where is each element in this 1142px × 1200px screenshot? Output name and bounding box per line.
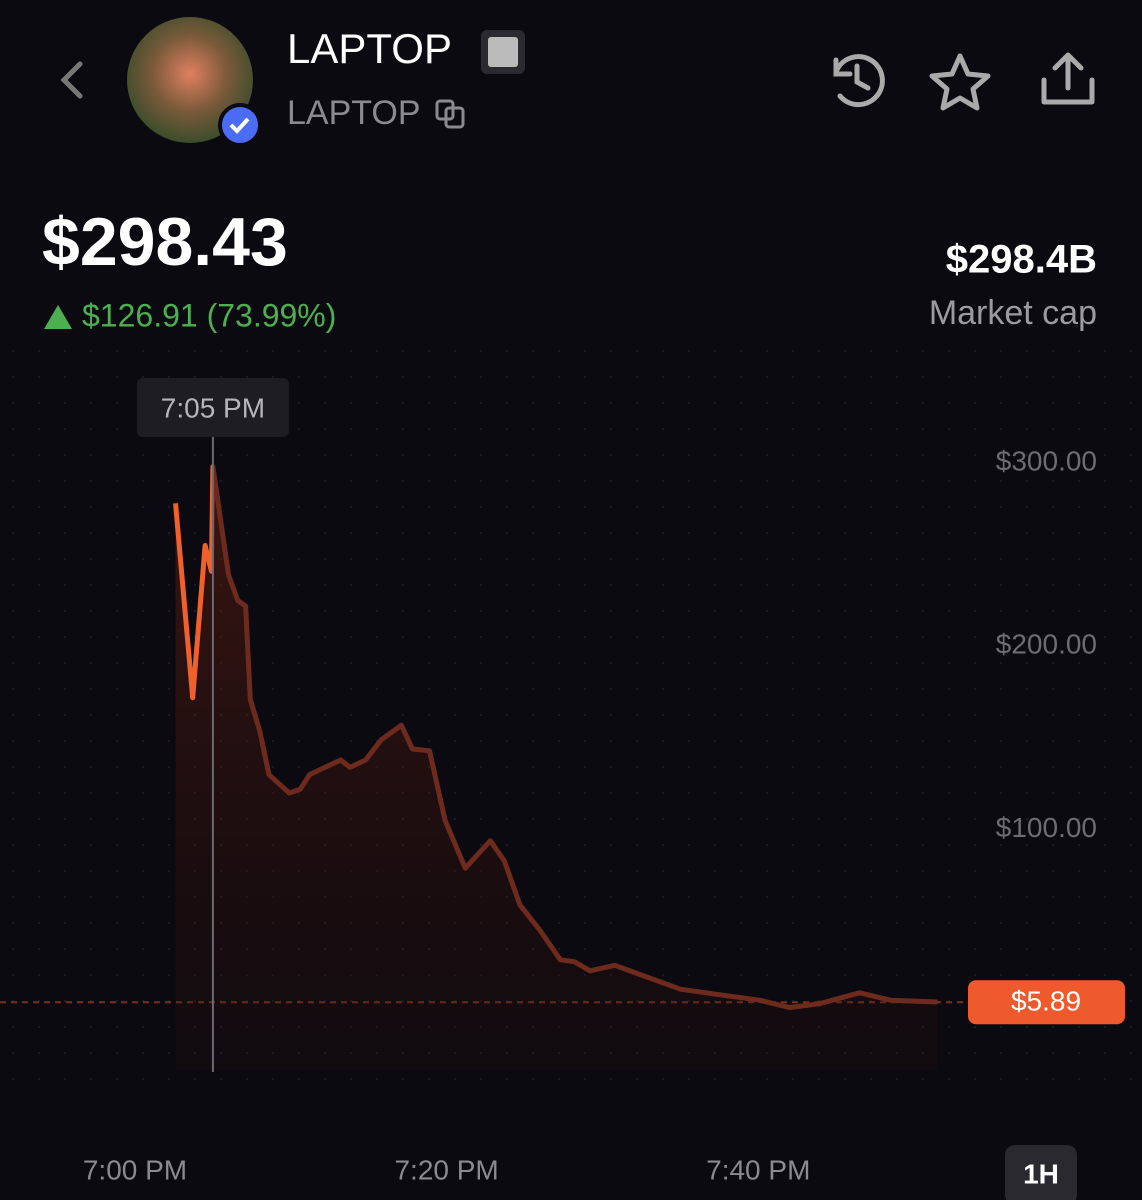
copy-button[interactable] — [435, 99, 465, 129]
cursor-label: 7:05 PM — [161, 392, 265, 423]
market-cap-label: Market cap — [929, 294, 1097, 332]
y-tick-label: $300.00 — [996, 445, 1097, 476]
last-price-label: $5.89 — [1011, 986, 1081, 1017]
back-button[interactable] — [60, 61, 83, 99]
timeframe-label[interactable]: 1H — [1023, 1158, 1059, 1189]
token-name: LAPTOP — [287, 25, 452, 72]
history-button[interactable] — [833, 54, 885, 108]
x-tick-label: 7:40 PM — [706, 1154, 810, 1185]
last-price-badge — [968, 980, 1125, 1025]
avatar — [127, 17, 253, 143]
x-tick-label: 7:00 PM — [83, 1154, 187, 1185]
verified-badge — [218, 103, 262, 147]
price-area — [175, 466, 938, 1070]
y-tick-label: $200.00 — [996, 629, 1097, 660]
price-change: $126.91 (73.99%) — [82, 297, 336, 333]
timeframe-button[interactable] — [1005, 1145, 1077, 1200]
price-line — [173, 464, 938, 1010]
x-tick-label: 7:20 PM — [394, 1154, 498, 1185]
y-tick-label: $100.00 — [996, 812, 1097, 843]
cursor-tooltip — [136, 378, 289, 437]
market-cap: $298.4B — [946, 238, 1097, 282]
token-icon-inner — [488, 37, 518, 67]
price: $298.43 — [42, 204, 288, 280]
favorite-button[interactable] — [929, 53, 991, 111]
token-ticker: LAPTOP — [287, 94, 421, 132]
change-arrow — [44, 305, 72, 329]
share-button[interactable] — [1041, 52, 1095, 105]
